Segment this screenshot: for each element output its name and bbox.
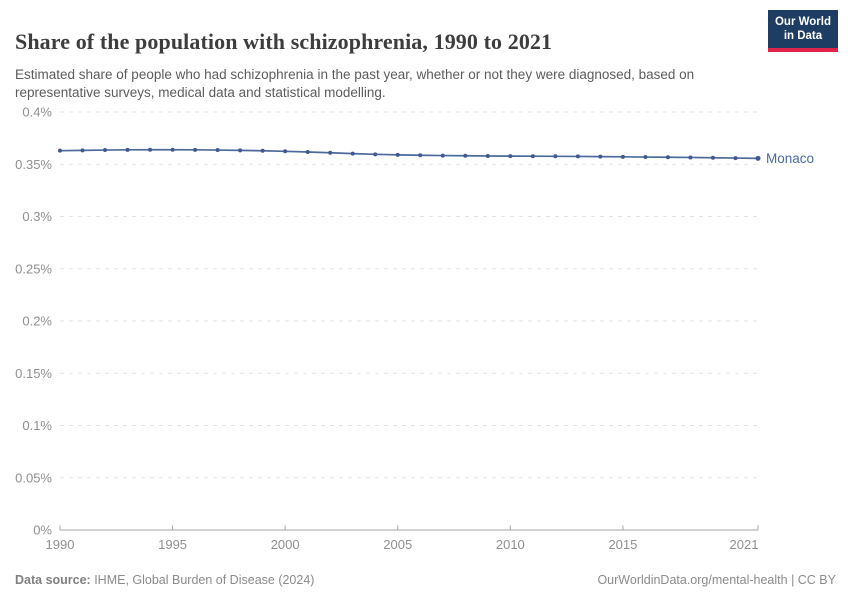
data-point[interactable]	[508, 154, 513, 159]
attribution-link[interactable]: OurWorldinData.org/mental-health | CC BY	[597, 573, 836, 587]
data-point[interactable]	[58, 148, 62, 153]
data-point[interactable]	[463, 153, 468, 158]
data-point[interactable]	[643, 155, 648, 160]
data-point[interactable]	[215, 148, 220, 153]
x-tick-label: 2000	[271, 537, 300, 552]
data-point[interactable]	[305, 150, 310, 155]
y-tick-label: 0.25%	[15, 261, 52, 276]
series-line-monaco[interactable]	[59, 148, 759, 160]
data-point[interactable]	[598, 154, 603, 159]
x-tick-label: 2005	[383, 537, 412, 552]
owid-logo-line2: in Data	[783, 29, 823, 42]
x-tick-label: 1995	[158, 537, 187, 552]
chart-title: Share of the population with schizophren…	[15, 28, 553, 54]
x-tick-label: 1990	[46, 537, 75, 552]
data-source-text: IHME, Global Burden of Disease (2024)	[90, 573, 315, 587]
data-point[interactable]	[733, 156, 738, 161]
data-point[interactable]	[710, 155, 715, 160]
data-point[interactable]	[418, 153, 423, 158]
data-point[interactable]	[575, 154, 580, 159]
chart-subtitle: Estimated share of people who had schizo…	[15, 66, 695, 101]
data-point[interactable]	[238, 148, 243, 153]
y-tick-label: 0.3%	[22, 209, 52, 224]
y-tick-label: 0.2%	[22, 314, 52, 329]
data-point[interactable]	[373, 152, 378, 157]
data-point[interactable]	[170, 147, 175, 152]
data-point[interactable]	[688, 155, 693, 160]
data-point[interactable]	[260, 148, 265, 153]
data-point[interactable]	[328, 150, 333, 155]
data-source-note: Data source: IHME, Global Burden of Dise…	[15, 573, 314, 587]
owid-logo[interactable]: Our World in Data	[767, 10, 838, 52]
data-point[interactable]	[80, 148, 85, 153]
y-tick-label: 0.4%	[22, 105, 52, 120]
data-point[interactable]	[350, 151, 355, 156]
series-label-monaco[interactable]: Monaco	[766, 151, 814, 166]
y-tick-label: 0.1%	[22, 418, 52, 433]
data-point[interactable]	[103, 148, 108, 153]
data-source-label: Data source:	[15, 573, 91, 587]
data-point[interactable]	[620, 154, 625, 159]
data-point[interactable]	[193, 147, 198, 152]
data-point[interactable]	[755, 155, 761, 161]
data-point[interactable]	[125, 147, 130, 152]
y-tick-label: 0%	[33, 523, 52, 538]
data-point[interactable]	[553, 154, 558, 159]
data-point[interactable]	[485, 153, 490, 158]
y-tick-label: 0.05%	[15, 470, 52, 485]
data-point[interactable]	[395, 152, 400, 157]
data-point[interactable]	[148, 147, 153, 152]
data-point[interactable]	[283, 149, 288, 154]
y-tick-label: 0.15%	[15, 366, 52, 381]
data-point[interactable]	[665, 155, 670, 160]
data-point[interactable]	[440, 153, 445, 158]
owid-logo-line1: Our World	[774, 16, 831, 28]
y-tick-label: 0.35%	[15, 157, 52, 172]
data-point[interactable]	[530, 154, 535, 159]
x-tick-label: 2021	[730, 537, 759, 552]
x-tick-label: 2010	[496, 537, 525, 552]
x-tick-label: 2015	[608, 537, 637, 552]
